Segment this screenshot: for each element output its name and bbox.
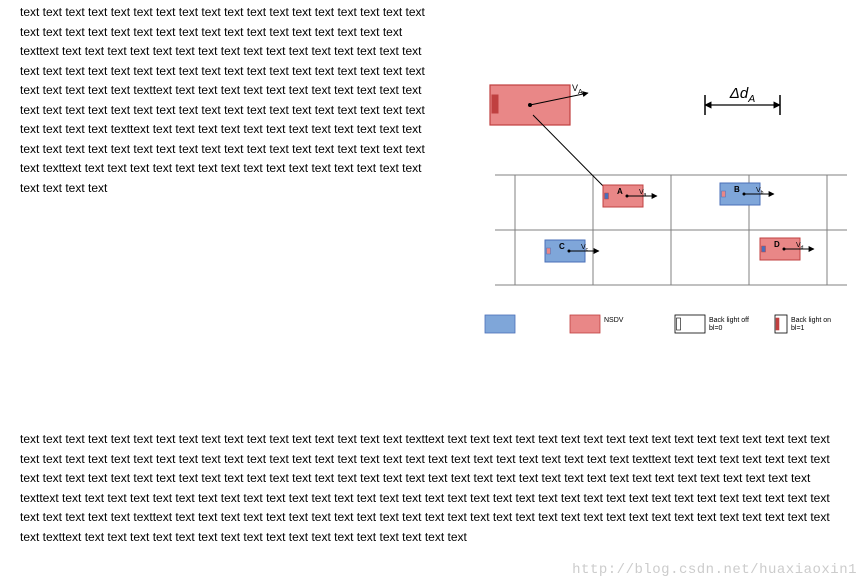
svg-text:bl=0: bl=0 bbox=[709, 325, 723, 332]
svg-text:Back light off: Back light off bbox=[709, 317, 749, 324]
vehicle-diagram: ΔdAVAAVaBVbCVcDVdNSDVBack light offbl=0B… bbox=[455, 75, 850, 355]
svg-text:VA: VA bbox=[572, 83, 583, 96]
watermark-url: http://blog.csdn.net/huaxiaoxin1 bbox=[572, 562, 857, 578]
svg-text:D: D bbox=[774, 240, 780, 249]
svg-text:C: C bbox=[559, 242, 565, 251]
fullwidth-body-text: text text text text text text text text … bbox=[20, 430, 840, 547]
svg-text:bl=1: bl=1 bbox=[791, 325, 805, 332]
svg-text:B: B bbox=[734, 185, 740, 194]
wrapped-body-text: text text text text text text text text … bbox=[20, 3, 430, 198]
svg-text:NSDV: NSDV bbox=[604, 317, 624, 324]
svg-text:A: A bbox=[617, 187, 623, 196]
svg-text:ΔdA: ΔdA bbox=[729, 85, 755, 105]
svg-text:Back light on: Back light on bbox=[791, 317, 831, 324]
